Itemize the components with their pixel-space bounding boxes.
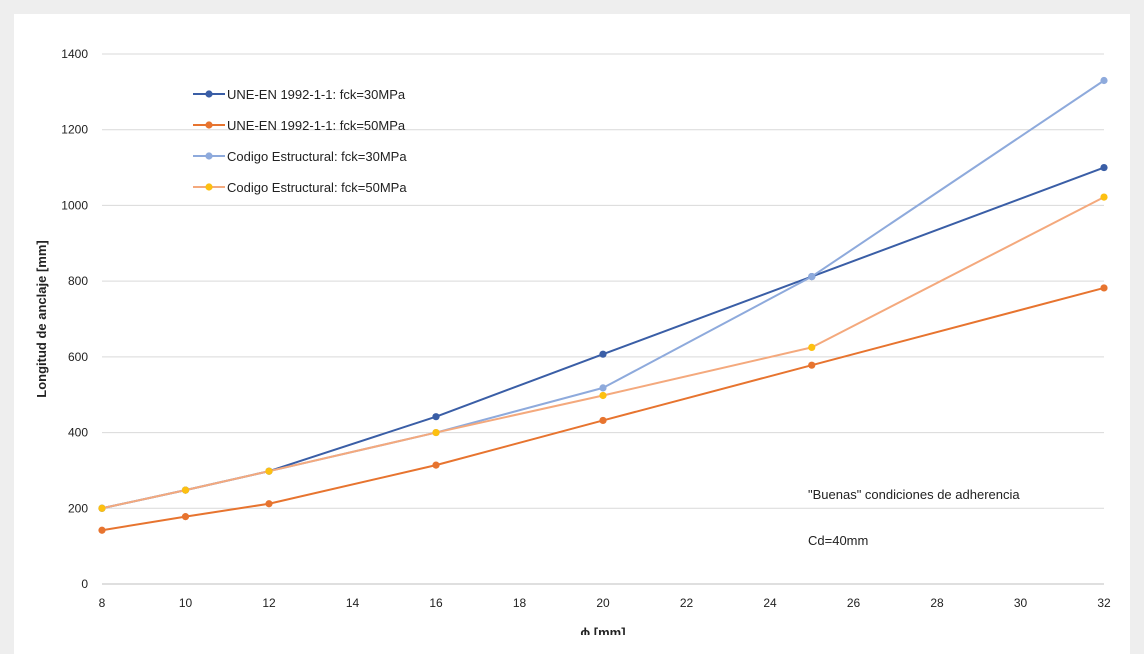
x-tick-label: 20: [596, 596, 610, 610]
screenshot-frame: 0 200 400 600 800 1000 1200 1400 8 10 12 14 16 18 20 2…: [14, 14, 1130, 654]
y-axis-title: Longitud de anclaje [mm]: [34, 240, 49, 397]
data-point: [432, 413, 440, 421]
data-point: [98, 504, 106, 512]
x-tick-label: 14: [346, 596, 360, 610]
x-tick-labels: 8 10 12 14 16 18 20 22 24 26 28 30 32: [99, 596, 1111, 610]
data-point: [432, 461, 440, 469]
legend-marker: [205, 121, 213, 129]
data-point: [265, 500, 273, 508]
legend: UNE-EN 1992-1-1: fck=30MPa UNE-EN 1992-1-…: [193, 87, 407, 195]
data-point: [432, 428, 440, 437]
y-tick-label: 1400: [61, 47, 88, 61]
x-tick-label: 24: [763, 596, 777, 610]
data-point: [181, 486, 190, 494]
line-chart: 0 200 400 600 800 1000 1200 1400 8 10 12 14 16 18 20 2…: [34, 47, 1111, 635]
x-tick-label: 18: [513, 596, 527, 610]
data-point: [1100, 163, 1108, 172]
legend-entry: Codigo Estructural: fck=30MPa: [227, 149, 407, 164]
data-point: [265, 467, 273, 475]
x-tick-label: 30: [1014, 596, 1028, 610]
legend-entry: UNE-EN 1992-1-1: fck=30MPa: [227, 87, 406, 102]
x-tick-label: 8: [99, 596, 106, 610]
y-tick-label: 0: [81, 577, 88, 591]
data-point: [181, 513, 190, 521]
data-point: [808, 343, 816, 351]
data-point: [599, 391, 607, 400]
data-point: [808, 273, 816, 281]
x-tick-label: 12: [262, 596, 276, 610]
annotation-conditions: "Buenas" condiciones de adherencia: [808, 487, 1020, 502]
x-tick-label: 28: [930, 596, 944, 610]
legend-entry: UNE-EN 1992-1-1: fck=50MPa: [227, 118, 406, 133]
y-tick-label: 400: [68, 426, 88, 440]
legend-entry: Codigo Estructural: fck=50MPa: [227, 180, 407, 195]
data-point: [1100, 193, 1108, 201]
data-point: [599, 384, 607, 392]
x-tick-label: 26: [847, 596, 861, 610]
x-tick-label: 16: [429, 596, 443, 610]
data-point: [1100, 76, 1108, 85]
series-line-1: [101, 166, 1105, 510]
data-point: [1100, 284, 1108, 292]
y-tick-label: 800: [68, 274, 88, 288]
chart-panel: [14, 14, 1130, 654]
legend-marker: [205, 152, 213, 160]
y-tick-labels: 0 200 400 600 800 1000 1200 1400: [61, 47, 88, 591]
x-tick-label: 32: [1097, 596, 1111, 610]
series-group: [98, 76, 1108, 534]
y-tick-label: 1200: [61, 123, 88, 137]
series-line-3: [101, 79, 1105, 510]
data-point: [808, 361, 816, 369]
annotation-cover: Cd=40mm: [808, 533, 868, 548]
data-point: [599, 350, 607, 358]
x-tick-label: 10: [179, 596, 193, 610]
data-point: [98, 526, 106, 534]
x-tick-label: 22: [680, 596, 694, 610]
legend-marker: [205, 183, 213, 191]
legend-marker: [205, 90, 213, 98]
y-tick-label: 1000: [61, 198, 88, 212]
y-tick-label: 600: [68, 350, 88, 364]
data-point: [599, 416, 607, 425]
y-tick-label: 200: [68, 501, 88, 515]
x-axis-title: ϕ [mm]: [580, 625, 625, 635]
